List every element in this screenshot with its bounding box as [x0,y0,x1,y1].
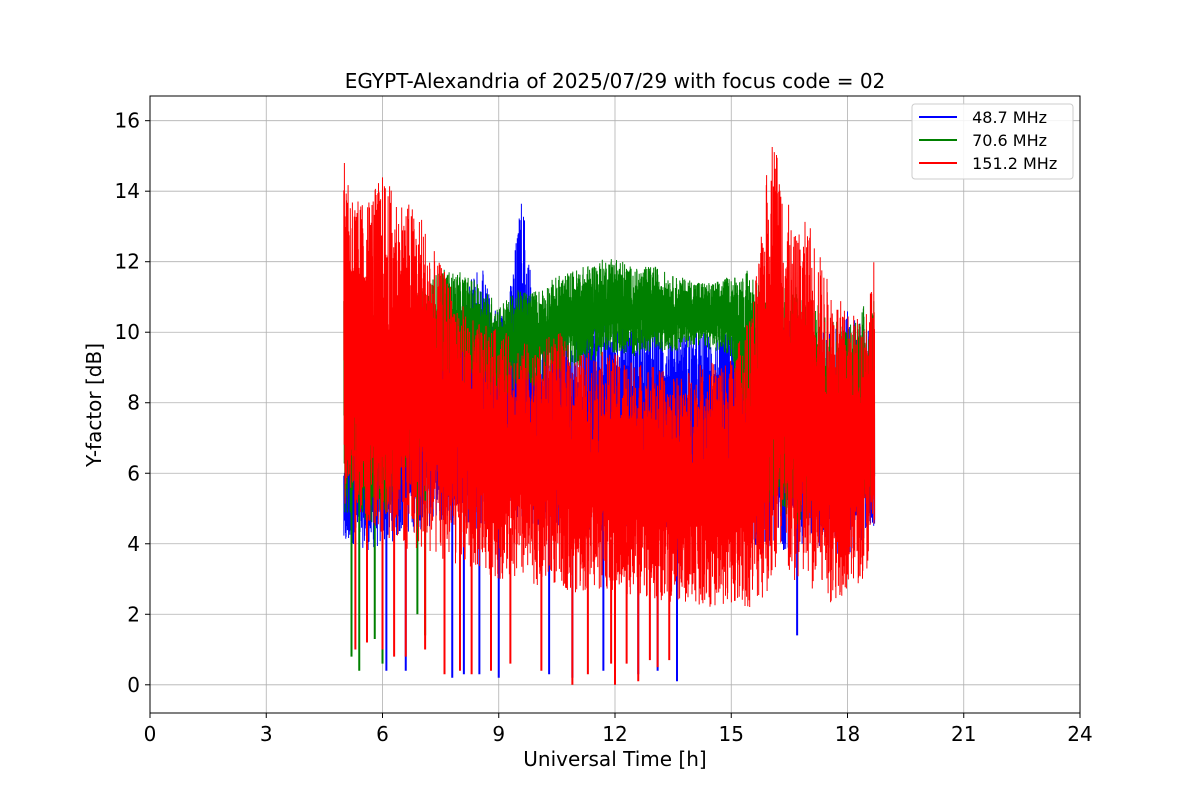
legend-box [911,103,1074,180]
x-tick-label: 12 [602,722,627,746]
legend-label: 48.7 MHz [967,108,1047,127]
x-tick-label: 6 [376,722,389,746]
x-tick-label: 21 [951,722,976,746]
x-tick-label: 9 [492,722,505,746]
series-line-2 [343,146,876,608]
y-tick-label: 4 [127,532,140,556]
y-tick-label: 0 [127,673,140,697]
y-tick-label: 12 [115,250,140,274]
legend: 48.7 MHz 70.6 MHz 151.2 MHz [911,103,1074,180]
series-layer [343,146,876,685]
y-axis-label: Y-factor [dB] [82,343,106,468]
x-axis-label: Universal Time [h] [523,747,706,771]
y-tick-label: 10 [115,320,140,344]
y-tick-label: 6 [127,461,140,485]
x-tick-label: 15 [719,722,744,746]
y-tick-label: 16 [115,109,140,133]
chart-title: EGYPT-Alexandria of 2025/07/29 with focu… [345,69,886,93]
x-tick-label: 3 [260,722,273,746]
y-tick-label: 14 [115,179,140,203]
x-tick-label: 18 [835,722,860,746]
x-tick-label: 24 [1067,722,1092,746]
y-tick-label: 8 [127,391,140,415]
y-tick-label: 2 [127,602,140,626]
legend-label: 151.2 MHz [967,154,1057,173]
legend-label: 70.6 MHz [967,131,1047,150]
x-tick-label: 0 [144,722,157,746]
